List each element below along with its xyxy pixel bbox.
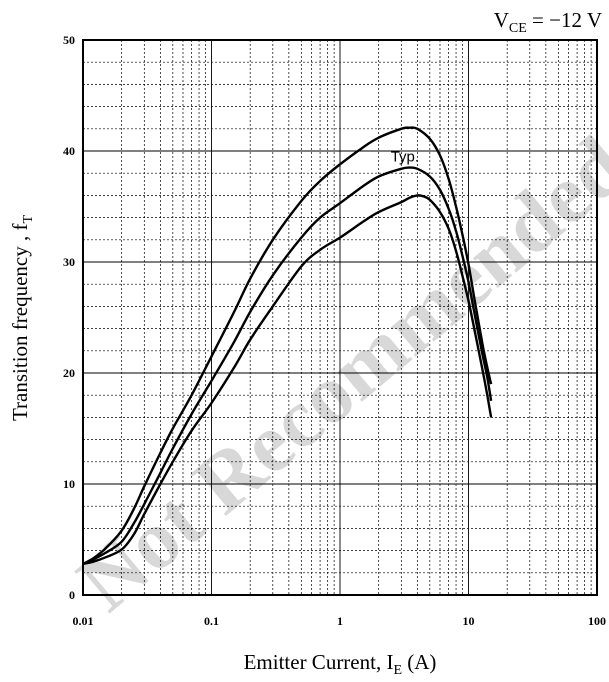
series-line-3 [82, 194, 493, 566]
series-layer [82, 126, 493, 566]
y-title-subscript: T [21, 215, 36, 224]
x-axis-title: Emitter Current, IE (A) [244, 650, 437, 678]
x-tick-label: 10 [463, 614, 475, 628]
series-line-1 [82, 126, 493, 565]
plot-frame [82, 39, 598, 596]
y-axis-title: Transition frequency , fT [8, 215, 36, 422]
watermark-layer: Not Recommended [61, 119, 609, 630]
x-tick-label: 1 [337, 614, 343, 628]
y-tick-label: 30 [63, 255, 75, 269]
x-title-prefix: Emitter Current, I [244, 650, 394, 674]
tick-label-layer: 0.01 0.1 1 10 100 0 10 20 30 40 50 [63, 33, 606, 628]
watermark-text: Not Recommended [61, 119, 609, 630]
y-tick-label: 0 [69, 588, 75, 602]
x-tick-label: 100 [588, 614, 606, 628]
x-tick-label: 0.1 [204, 614, 219, 628]
x-title-subscript: E [393, 663, 402, 678]
y-tick-label: 40 [63, 144, 75, 158]
curve-label-typ: Typ. [391, 149, 419, 166]
condition-subscript: CE [509, 21, 527, 36]
x-tick-label: 0.01 [73, 614, 94, 628]
grid-layer [83, 40, 597, 595]
series-line-2 [82, 166, 493, 566]
condition-suffix: = −12 V [527, 8, 602, 32]
y-tick-label: 20 [63, 366, 75, 380]
x-title-suffix: (A) [402, 650, 436, 674]
y-title-prefix: Transition frequency , f [8, 224, 32, 422]
condition-prefix: V [494, 8, 509, 32]
y-tick-label: 50 [63, 33, 75, 47]
y-tick-label: 10 [63, 477, 75, 491]
condition-label: VCE = −12 V [494, 8, 602, 36]
